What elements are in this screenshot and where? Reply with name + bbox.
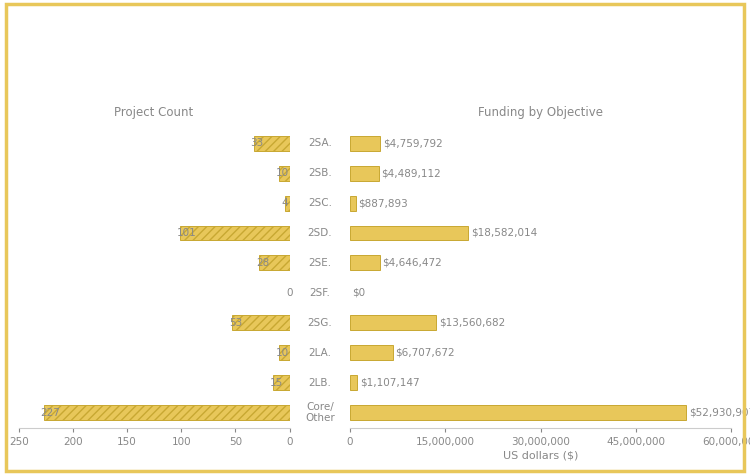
Text: 2LA.: 2LA.: [308, 348, 332, 358]
Text: 2LB.: 2LB.: [308, 378, 332, 388]
Bar: [279, 345, 290, 360]
Text: 2SC.: 2SC.: [308, 198, 332, 208]
Text: Core/
Other: Core/ Other: [305, 402, 334, 423]
Text: 10: 10: [275, 168, 289, 178]
Text: 2SA.: 2SA.: [308, 138, 332, 148]
Text: $18,582,014: $18,582,014: [471, 228, 537, 238]
Text: $0: $0: [352, 288, 366, 298]
Text: Number of Projects: 481: Number of Projects: 481: [294, 89, 456, 102]
Text: 53: 53: [229, 318, 242, 328]
Bar: [350, 315, 436, 330]
Text: Total Funding: $107,671,690: Total Funding: $107,671,690: [280, 65, 470, 78]
Text: $13,560,682: $13,560,682: [439, 318, 505, 328]
Text: 15: 15: [270, 378, 284, 388]
Text: Funding by Objective: Funding by Objective: [478, 106, 603, 119]
Bar: [44, 405, 290, 420]
Bar: [180, 226, 290, 240]
Text: 227: 227: [40, 408, 60, 418]
Text: 4: 4: [282, 198, 289, 208]
Text: 101: 101: [177, 228, 197, 238]
Bar: [350, 405, 686, 420]
Bar: [350, 256, 380, 270]
X-axis label: US dollars ($): US dollars ($): [503, 451, 578, 461]
Text: $4,759,792: $4,759,792: [382, 138, 442, 148]
Bar: [260, 256, 290, 270]
Text: 33: 33: [251, 138, 264, 148]
Text: 2SB.: 2SB.: [308, 168, 332, 178]
Text: Question 2 - Biology: Question 2 - Biology: [308, 41, 442, 54]
Bar: [350, 136, 380, 151]
Text: 2015: 2015: [350, 21, 400, 39]
Text: 2SD.: 2SD.: [308, 228, 332, 238]
Text: $4,646,472: $4,646,472: [382, 258, 442, 268]
Bar: [273, 375, 290, 390]
Text: 0: 0: [286, 288, 292, 298]
Bar: [254, 136, 290, 151]
Bar: [350, 196, 355, 210]
Bar: [350, 166, 379, 180]
Text: Project Count: Project Count: [115, 106, 194, 119]
Bar: [350, 375, 357, 390]
Text: $887,893: $887,893: [358, 198, 408, 208]
Text: $4,489,112: $4,489,112: [381, 168, 441, 178]
Text: 10: 10: [275, 348, 289, 358]
Bar: [285, 196, 290, 210]
Bar: [350, 345, 393, 360]
Text: $52,930,907: $52,930,907: [689, 408, 750, 418]
Bar: [232, 315, 290, 330]
Text: 28: 28: [256, 258, 269, 268]
Bar: [279, 166, 290, 180]
Text: $6,707,672: $6,707,672: [395, 348, 454, 358]
Text: 2SG.: 2SG.: [308, 318, 332, 328]
Text: 2SE.: 2SE.: [308, 258, 332, 268]
Bar: [350, 226, 468, 240]
Text: 2SF.: 2SF.: [309, 288, 330, 298]
Text: $1,107,147: $1,107,147: [360, 378, 419, 388]
